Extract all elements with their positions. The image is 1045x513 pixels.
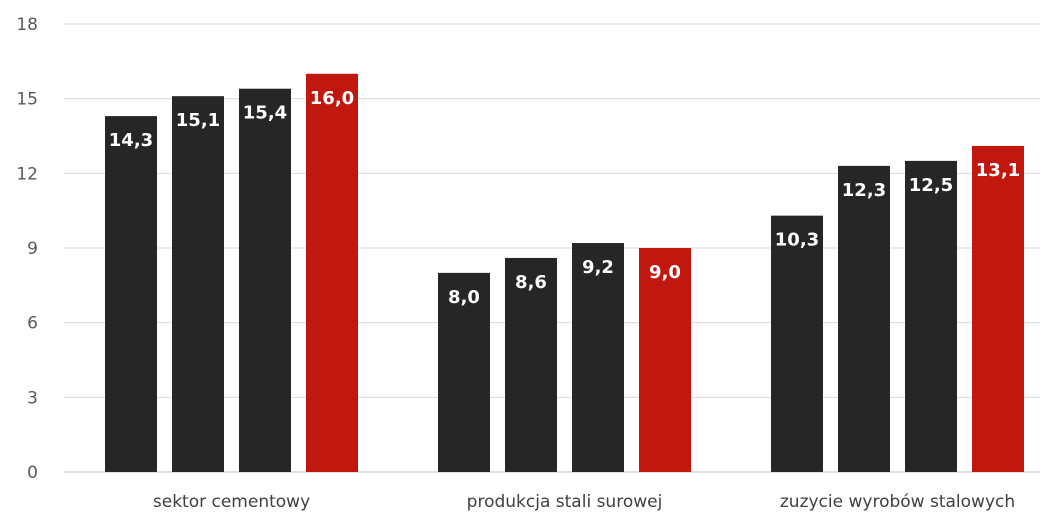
y-axis-ticks: 0 3 6 9 12 15 18 [16, 15, 38, 483]
bars [105, 74, 1024, 472]
data-label: 13,1 [976, 160, 1020, 181]
x-category-label: sektor cementowy [153, 492, 310, 512]
data-label: 8,0 [448, 287, 480, 308]
bar [306, 74, 358, 472]
bar [172, 96, 224, 472]
bar [105, 116, 157, 472]
y-tick-label: 9 [27, 239, 38, 259]
data-label: 9,0 [649, 262, 681, 283]
data-label: 12,3 [842, 180, 886, 201]
data-label: 12,5 [909, 175, 953, 196]
bar [905, 161, 957, 472]
data-label: 9,2 [582, 257, 614, 278]
data-label: 15,4 [243, 103, 287, 124]
data-label: 10,3 [775, 230, 819, 251]
y-tick-label: 12 [16, 164, 38, 184]
y-tick-label: 6 [27, 314, 38, 334]
data-label: 15,1 [176, 110, 220, 131]
y-tick-label: 0 [27, 463, 38, 483]
y-tick-label: 18 [16, 15, 38, 35]
data-label: 14,3 [109, 130, 153, 151]
data-label: 8,6 [515, 272, 547, 293]
y-tick-label: 3 [27, 388, 38, 408]
bar [838, 166, 890, 472]
y-tick-label: 15 [16, 90, 38, 110]
x-axis-categories: sektor cementowy produkcja stali surowej z… [153, 492, 1015, 512]
x-category-label: zuzycie wyrobów stalowych [780, 492, 1015, 512]
bar [239, 89, 291, 472]
x-category-label: produkcja stali surowej [467, 492, 663, 512]
bar [972, 146, 1024, 472]
bar [771, 216, 823, 472]
data-label: 16,0 [310, 88, 354, 109]
